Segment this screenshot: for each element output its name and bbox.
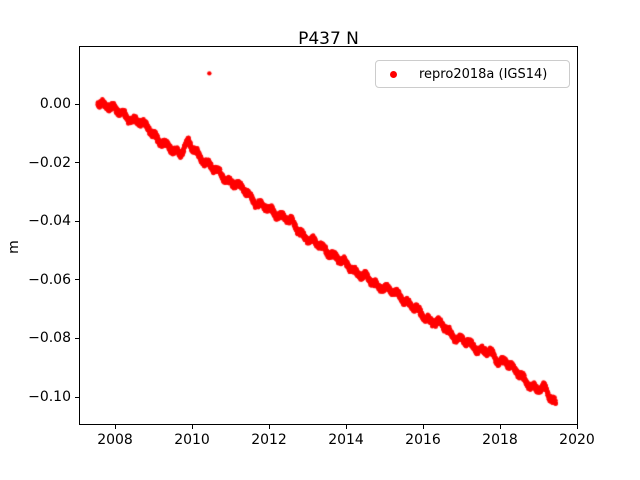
y-axis-label: m: [6, 240, 22, 254]
x-tick-mark: [114, 425, 116, 429]
y-tick-mark: [75, 162, 79, 164]
legend: repro2018a (IGS14): [375, 60, 570, 88]
x-tick-mark: [576, 425, 578, 429]
legend-label: repro2018a (IGS14): [419, 66, 548, 82]
x-tick-label: 2008: [97, 432, 133, 448]
y-tick-label: −0.04: [28, 213, 71, 230]
y-tick-label: 0.00: [39, 96, 71, 113]
x-tick-label: 2012: [251, 432, 287, 448]
scatter-canvas: [80, 47, 577, 424]
x-tick-mark: [499, 425, 501, 429]
chart-title: P437 N: [298, 29, 359, 49]
y-tick-label: −0.10: [28, 389, 71, 406]
y-tick-label: −0.02: [28, 154, 71, 171]
legend-marker-icon: [390, 70, 397, 78]
y-tick-mark: [75, 337, 79, 339]
x-tick-mark: [268, 425, 270, 429]
x-tick-label: 2010: [174, 432, 210, 448]
x-tick-label: 2020: [559, 432, 595, 448]
y-tick-label: −0.08: [28, 330, 71, 347]
x-tick-label: 2014: [328, 432, 364, 448]
x-tick-mark: [422, 425, 424, 429]
x-tick-label: 2016: [405, 432, 441, 448]
y-tick-mark: [75, 396, 79, 398]
y-tick-mark: [75, 220, 79, 222]
x-tick-label: 2018: [482, 432, 518, 448]
y-tick-mark: [75, 279, 79, 281]
y-tick-label: −0.06: [28, 271, 71, 288]
x-tick-mark: [345, 425, 347, 429]
plot-area: repro2018a (IGS14): [79, 46, 578, 425]
y-tick-mark: [75, 103, 79, 105]
x-tick-mark: [191, 425, 193, 429]
